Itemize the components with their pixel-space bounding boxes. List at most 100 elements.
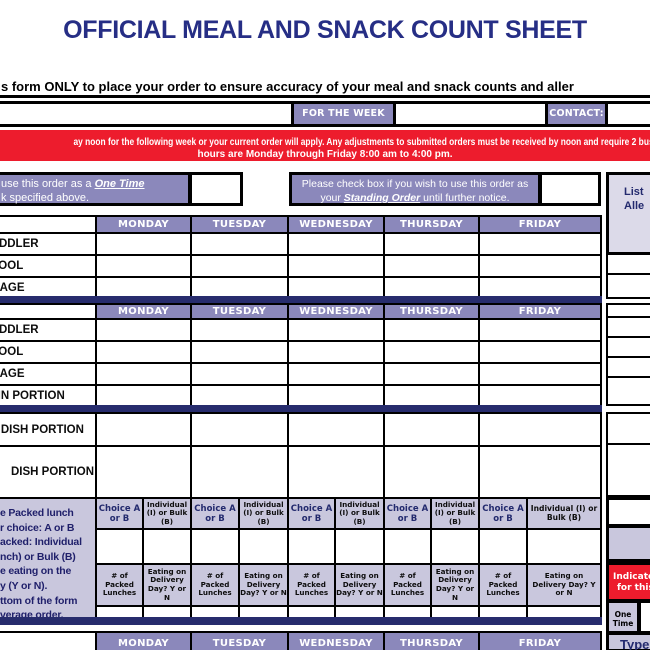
count-cell[interactable] <box>383 254 480 278</box>
individual-bulk-header: Individual (I) or Bulk (B) <box>334 496 385 531</box>
count-cell[interactable] <box>190 384 289 408</box>
row-label: L AGE <box>0 362 97 386</box>
contact-input[interactable] <box>605 104 650 124</box>
one-time-line-2: k specified above. <box>1 191 90 204</box>
count-cell[interactable] <box>287 528 336 566</box>
packed-lunches-header: # of Packed Lunches <box>190 563 240 607</box>
row-label: HOOL <box>0 340 97 364</box>
one-time-checkbox[interactable] <box>189 172 243 206</box>
allergy-row[interactable] <box>608 338 650 358</box>
count-cell[interactable] <box>142 528 192 566</box>
one-time-type-checkbox[interactable] <box>638 600 650 634</box>
count-cell[interactable] <box>478 528 528 566</box>
count-cell[interactable] <box>478 362 602 386</box>
count-cell[interactable] <box>190 362 289 386</box>
row-label: E DISH PORTION <box>0 412 97 447</box>
allergy-row[interactable] <box>608 414 650 445</box>
packed-lunches-header: # of Packed Lunches <box>478 563 528 607</box>
day-header: THURSDAY <box>383 631 480 650</box>
count-cell[interactable] <box>383 232 480 256</box>
day-header: TUESDAY <box>190 303 289 320</box>
count-cell[interactable] <box>478 445 602 499</box>
row-label: HOOL <box>0 254 97 278</box>
day-header: MONDAY <box>95 631 192 650</box>
count-cell[interactable] <box>287 445 385 499</box>
redbox-line-2: for this o <box>617 583 650 593</box>
allergy-row[interactable] <box>608 305 650 318</box>
allergy-rows-group-2 <box>606 303 650 406</box>
allergy-row[interactable] <box>608 445 650 493</box>
count-cell[interactable] <box>287 318 385 342</box>
count-cell[interactable] <box>190 232 289 256</box>
count-cell[interactable] <box>287 276 385 299</box>
packed-lunch-note: e Packed lunch r choice: A or B acked: I… <box>0 497 97 625</box>
page-title: OFFICIAL MEAL AND SNACK COUNT SHEET <box>63 16 587 44</box>
one-time-order-box: use this order as a One Time k specified… <box>0 172 191 206</box>
count-cell[interactable] <box>287 340 385 364</box>
count-cell[interactable] <box>95 340 192 364</box>
count-cell[interactable] <box>478 254 602 278</box>
count-cell[interactable] <box>95 318 192 342</box>
packed-lunch-table: e Packed lunch r choice: A or B acked: I… <box>0 496 602 625</box>
count-cell[interactable] <box>287 412 385 447</box>
count-cell[interactable] <box>478 340 602 364</box>
count-cell[interactable] <box>287 362 385 386</box>
count-cell[interactable] <box>478 232 602 256</box>
count-cell[interactable] <box>383 445 480 499</box>
count-cell[interactable] <box>190 445 289 499</box>
corner-cell <box>0 215 97 234</box>
instruction-line: s form ONLY to place your order to ensur… <box>1 79 574 94</box>
count-cell[interactable] <box>526 528 602 566</box>
count-cell[interactable] <box>190 340 289 364</box>
count-cell[interactable] <box>287 254 385 278</box>
count-cell[interactable] <box>383 384 480 408</box>
choice-header: Choice A or B <box>95 496 144 531</box>
count-cell[interactable] <box>430 528 480 566</box>
count-cell[interactable] <box>95 412 192 447</box>
count-cell[interactable] <box>95 528 144 566</box>
count-cell[interactable] <box>190 276 289 299</box>
row-label: EIN PORTION <box>0 384 97 408</box>
count-cell[interactable] <box>95 254 192 278</box>
allergy-row[interactable] <box>608 358 650 378</box>
count-cell[interactable] <box>334 528 385 566</box>
count-cell[interactable] <box>190 318 289 342</box>
count-cell[interactable] <box>383 362 480 386</box>
count-cell[interactable] <box>383 318 480 342</box>
corner-cell <box>0 631 97 650</box>
count-cell[interactable] <box>383 412 480 447</box>
standing-order-checkbox[interactable] <box>539 172 601 206</box>
count-cell[interactable] <box>478 318 602 342</box>
allergy-row[interactable] <box>608 275 650 295</box>
week-of-input[interactable] <box>393 104 545 124</box>
count-cell[interactable] <box>190 528 240 566</box>
allergy-row[interactable] <box>608 255 650 275</box>
count-cell[interactable] <box>383 340 480 364</box>
count-cell[interactable] <box>95 362 192 386</box>
count-cell[interactable] <box>478 384 602 408</box>
count-cell[interactable] <box>478 412 602 447</box>
count-cell[interactable] <box>95 232 192 256</box>
count-cell[interactable] <box>478 276 602 299</box>
count-cell[interactable] <box>95 384 192 408</box>
order-type-label: Type <box>606 632 650 650</box>
allergy-row[interactable] <box>608 318 650 338</box>
row-label: L AGE <box>0 276 97 299</box>
day-header: THURSDAY <box>383 303 480 320</box>
count-cell[interactable] <box>190 412 289 447</box>
count-cell[interactable] <box>95 276 192 299</box>
meal-count-table-2: MONDAY TUESDAY WEDNESDAY THURSDAY FRIDAY… <box>0 303 602 408</box>
one-time-line-1: use this order as a One Time <box>1 178 145 190</box>
right-panel-cell[interactable] <box>606 497 650 527</box>
count-cell[interactable] <box>383 276 480 299</box>
individual-bulk-header: Individual (I) or Bulk (B) <box>430 496 480 531</box>
allergy-row[interactable] <box>608 378 650 396</box>
row-label: ODDLER <box>0 232 97 256</box>
count-cell[interactable] <box>238 528 289 566</box>
count-cell[interactable] <box>190 254 289 278</box>
count-cell[interactable] <box>383 528 432 566</box>
row-label: DISH PORTION <box>0 445 97 499</box>
count-cell[interactable] <box>287 384 385 408</box>
count-cell[interactable] <box>287 232 385 256</box>
count-cell[interactable] <box>95 445 192 499</box>
